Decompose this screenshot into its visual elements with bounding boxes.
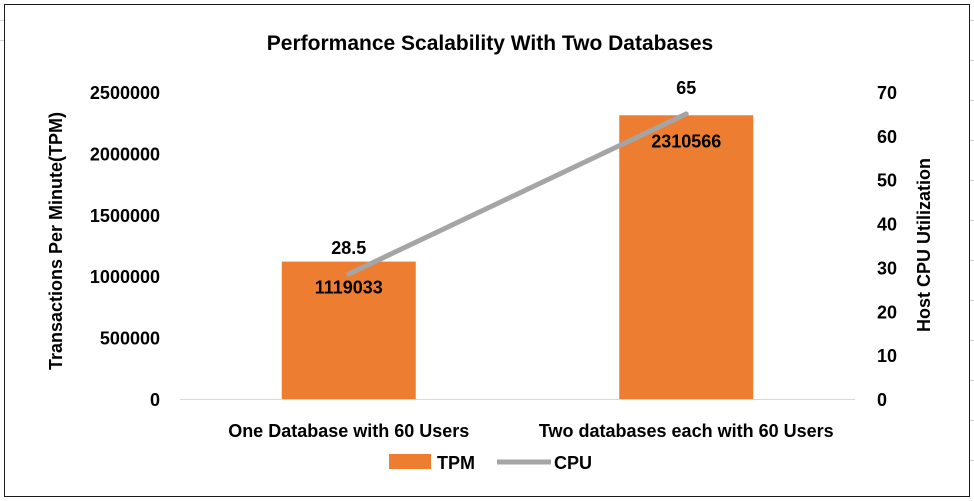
- bar-tpm: [281, 261, 416, 399]
- right-tick-label: 10: [877, 346, 897, 366]
- left-tick-label: 2500000: [90, 83, 160, 103]
- right-tick-label: 0: [877, 390, 887, 410]
- data-labels: 1119033 2310566 28.5 65: [315, 78, 722, 298]
- left-tick-label: 1000000: [90, 267, 160, 287]
- category-labels: One Database with 60 Users Two databases …: [228, 421, 833, 441]
- right-tick-label: 40: [877, 215, 897, 235]
- legend-swatch-tpm: [389, 454, 431, 469]
- bar-data-label: 1119033: [315, 278, 383, 298]
- right-tick-label: 20: [877, 302, 897, 322]
- line-cpu: [346, 111, 689, 277]
- right-tick-label: 50: [877, 171, 897, 191]
- left-tick-label: 2000000: [90, 144, 160, 164]
- chart-frame: [4, 4, 970, 497]
- category-label: One Database with 60 Users: [228, 421, 469, 441]
- right-tick-label: 70: [877, 83, 897, 103]
- line-data-label: 65: [676, 78, 696, 98]
- left-axis-label: Transactions Per Minute(TPM): [46, 112, 66, 370]
- legend-label-cpu: CPU: [554, 453, 592, 473]
- chart-title: Performance Scalability With Two Databas…: [267, 32, 713, 55]
- bar-series: [281, 115, 754, 399]
- bar-data-label: 2310566: [651, 131, 721, 151]
- line-series: [346, 111, 689, 277]
- left-tick-label: 0: [150, 390, 160, 410]
- right-axis-ticks: 0 10 20 30 40 50 60 70: [877, 83, 897, 410]
- legend: TPM CPU: [389, 453, 592, 473]
- left-axis-ticks: 0 500000 1000000 1500000 2000000 2500000: [90, 83, 160, 410]
- right-axis-label: Host CPU Utilization: [914, 158, 934, 332]
- line-data-label: 28.5: [331, 238, 366, 258]
- right-tick-label: 30: [877, 258, 897, 278]
- category-label: Two databases each with 60 Users: [539, 421, 834, 441]
- legend-label-tpm: TPM: [437, 453, 475, 473]
- bar-tpm: [619, 115, 754, 399]
- right-tick-label: 60: [877, 127, 897, 147]
- left-tick-label: 1500000: [90, 206, 160, 226]
- left-tick-label: 500000: [100, 329, 160, 349]
